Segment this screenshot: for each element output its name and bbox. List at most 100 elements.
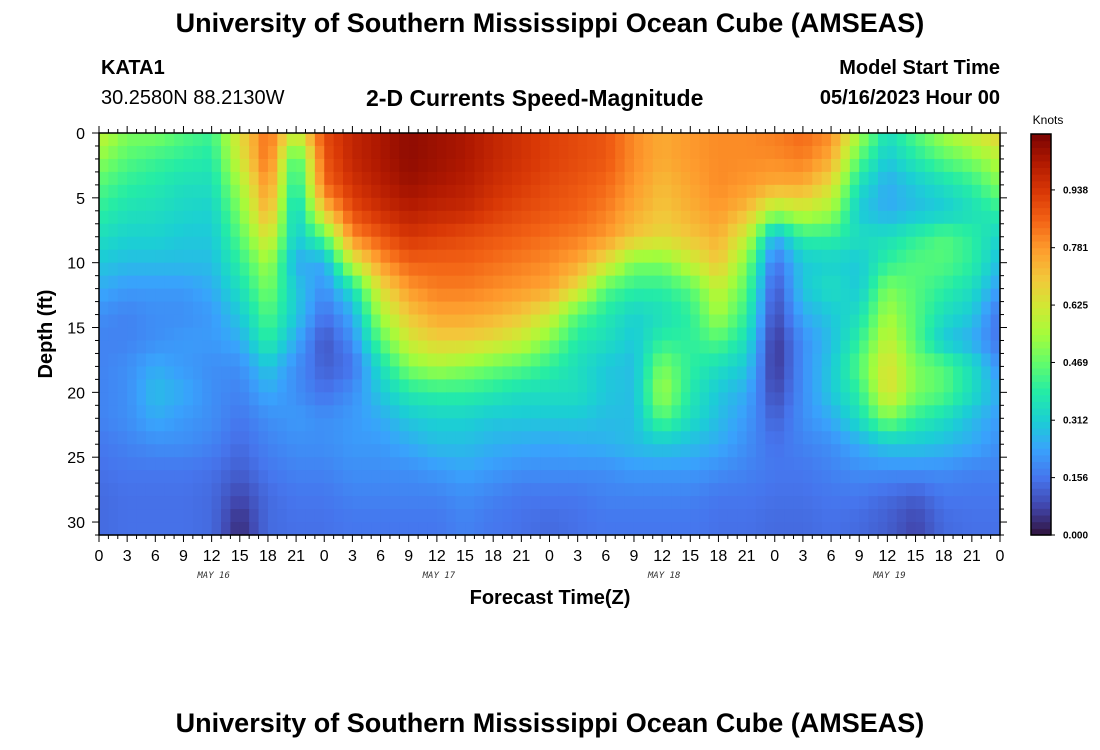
heatmap-cell: [502, 133, 513, 147]
heatmap-cell: [934, 158, 945, 173]
heatmap-cell: [962, 236, 973, 251]
colorbar-segment: [1031, 147, 1051, 155]
heatmap-cell: [530, 184, 541, 199]
heatmap-cell: [793, 379, 804, 393]
heatmap-cell: [211, 522, 222, 536]
heatmap-cell: [267, 314, 278, 329]
heatmap-cell: [474, 366, 485, 380]
heatmap-cell: [530, 133, 541, 147]
heatmap-cell: [164, 158, 175, 173]
heatmap-cell: [286, 171, 297, 186]
heatmap-cell: [230, 522, 241, 536]
heatmap-cell: [465, 210, 476, 225]
heatmap-cell: [127, 223, 138, 238]
heatmap-cell: [371, 301, 382, 316]
heatmap-cell: [924, 496, 935, 510]
heatmap-cell: [145, 392, 156, 406]
heatmap-cell: [333, 184, 344, 199]
heatmap-cell: [896, 184, 907, 199]
heatmap-cell: [765, 340, 776, 355]
heatmap-cell: [605, 496, 616, 510]
heatmap-cell: [915, 314, 926, 329]
heatmap-cell: [596, 509, 607, 523]
heatmap-cell: [174, 522, 185, 536]
heatmap-cell: [493, 457, 504, 471]
heatmap-cell: [915, 457, 926, 471]
heatmap-cell: [633, 340, 644, 355]
heatmap-cell: [145, 145, 156, 160]
heatmap-cell: [924, 522, 935, 536]
colorbar-segment: [1031, 187, 1051, 195]
heatmap-cell: [755, 262, 766, 277]
heatmap-cell: [145, 340, 156, 355]
heatmap-cell: [305, 470, 316, 484]
heatmap-cell: [192, 392, 203, 406]
heatmap-cell: [427, 184, 438, 199]
heatmap-cell: [277, 197, 288, 212]
heatmap-cell: [230, 340, 241, 355]
x-tick-label: 9: [179, 548, 188, 565]
heatmap-cell: [436, 483, 447, 497]
heatmap-cell: [577, 145, 588, 160]
heatmap-cell: [343, 509, 354, 523]
heatmap-cell: [183, 405, 194, 419]
heatmap-cell: [981, 158, 992, 173]
heatmap-cell: [305, 353, 316, 368]
heatmap-cell: [849, 275, 860, 290]
heatmap-cell: [108, 158, 119, 173]
heatmap-cell: [183, 379, 194, 393]
heatmap-cell: [821, 418, 832, 432]
heatmap-cell: [314, 522, 325, 536]
heatmap-cell: [690, 210, 701, 225]
heatmap-cell: [737, 509, 748, 523]
heatmap-cell: [136, 262, 147, 277]
heatmap-cell: [511, 197, 522, 212]
heatmap-cell: [305, 340, 316, 355]
heatmap-cell: [549, 210, 560, 225]
x-tick-label: 12: [878, 548, 896, 565]
heatmap-cell: [624, 327, 635, 342]
heatmap-cell: [493, 210, 504, 225]
heatmap-cell: [455, 340, 466, 355]
heatmap-cell: [267, 171, 278, 186]
heatmap-cell: [145, 158, 156, 173]
heatmap-cell: [990, 223, 1001, 238]
heatmap-cell: [802, 145, 813, 160]
heatmap-cell: [540, 457, 551, 471]
heatmap-cell: [296, 418, 307, 432]
heatmap-cell: [192, 366, 203, 380]
heatmap-cell: [709, 444, 720, 458]
heatmap-cell: [699, 444, 710, 458]
heatmap-cell: [877, 444, 888, 458]
heatmap-cell: [286, 158, 297, 173]
heatmap-cell: [821, 496, 832, 510]
heatmap-cell: [408, 249, 419, 264]
heatmap-cell: [896, 197, 907, 212]
heatmap-cell: [99, 171, 109, 186]
heatmap-cell: [596, 457, 607, 471]
heatmap-cell: [267, 379, 278, 393]
heatmap-cell: [155, 522, 166, 536]
heatmap-cell: [446, 496, 457, 510]
heatmap-cell: [174, 249, 185, 264]
heatmap-cell: [465, 379, 476, 393]
heatmap-cell: [277, 249, 288, 264]
heatmap-cell: [643, 444, 654, 458]
heatmap-cell: [981, 522, 992, 536]
heatmap-cell: [230, 353, 241, 368]
heatmap-cell: [361, 418, 372, 432]
heatmap-cell: [343, 457, 354, 471]
heatmap-cell: [915, 288, 926, 303]
heatmap-cell: [737, 418, 748, 432]
heatmap-cell: [408, 197, 419, 212]
heatmap-cell: [793, 197, 804, 212]
heatmap-cell: [727, 431, 738, 445]
heatmap-cell: [699, 314, 710, 329]
heatmap-cell: [605, 133, 616, 147]
heatmap-cell: [859, 470, 870, 484]
heatmap-cell: [709, 366, 720, 380]
x-tick-label: 6: [151, 548, 160, 565]
heatmap-cell: [117, 327, 128, 342]
heatmap-cell: [981, 392, 992, 406]
heatmap-cell: [192, 223, 203, 238]
